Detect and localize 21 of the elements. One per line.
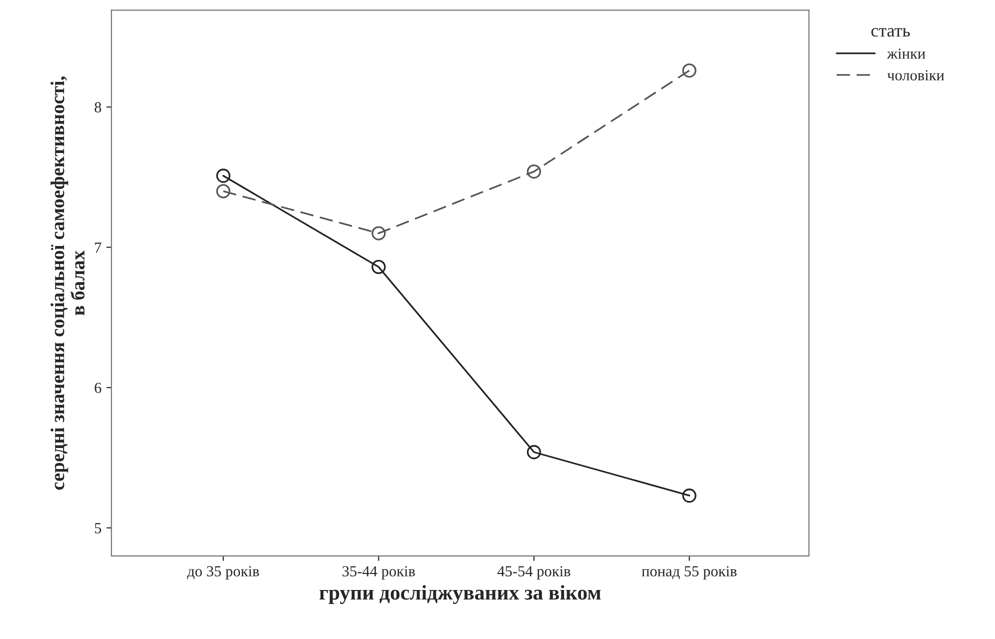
point [682, 63, 696, 78]
x-tick-label: до 35 років [187, 566, 260, 580]
point [526, 445, 542, 460]
y-tick-label: 7 [95, 242, 102, 253]
x-tick-label: 45-54 років [497, 566, 570, 580]
y-axis-title: середні значення соціальної самоефективності, в балах [50, 76, 85, 490]
point [526, 164, 542, 179]
legend-label: жінки [886, 48, 926, 59]
x-tick-label: понад 55 років [642, 566, 737, 580]
point [372, 226, 386, 240]
point [682, 488, 696, 503]
point [216, 168, 230, 183]
y-tick-label: 5 [94, 523, 102, 534]
x-axis-title: групи досліджуваних за віком [320, 585, 601, 604]
legend-label: чоловіки [887, 70, 944, 80]
x-tick-label: 35-44 років [342, 566, 415, 580]
point [216, 184, 230, 198]
point [372, 260, 386, 274]
legend-title: стать [871, 28, 910, 37]
y-tick-label: 6 [94, 382, 102, 394]
y-tick-label: 8 [94, 102, 102, 112]
